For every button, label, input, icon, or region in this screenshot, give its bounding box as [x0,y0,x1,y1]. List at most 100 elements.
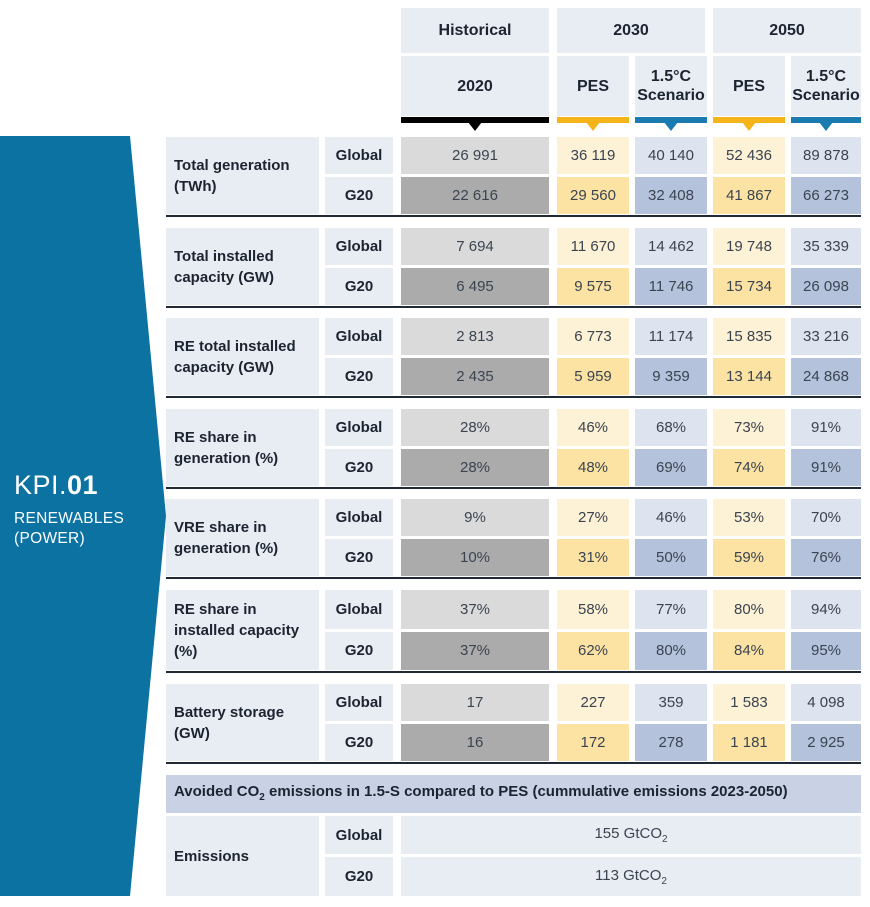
value-g20-historical-2020: 16 [401,724,549,761]
emissions-g20-number: 113 GtCO [595,866,662,884]
value-global-scenario-2030: 359 [635,684,707,721]
value-global-scenario-2050: 33 216 [791,318,861,355]
value-g20-scenario-2030: 9 359 [635,358,707,395]
value-g20-historical-2020: 2 435 [401,358,549,395]
value-g20-scenario-2030: 11 746 [635,268,707,305]
region-global: Global [325,318,393,355]
scenario-2030-bar [635,117,707,123]
region-global: Global [325,499,393,536]
header-scenario-2030: 1.5°C Scenario [635,56,707,116]
scenario-line2: Scenario [637,87,705,104]
value-global-pes-2050: 19 748 [713,228,785,265]
group-separator [166,215,861,217]
region-g20: G20 [325,358,393,395]
value-global-historical-2020: 17 [401,684,549,721]
value-global-scenario-2030: 46% [635,499,707,536]
value-g20-pes-2030: 62% [557,631,629,670]
value-g20-pes-2030: 48% [557,449,629,486]
avoided-emissions-title: Avoided CO2 emissions in 1.5-S compared … [166,775,861,813]
value-global-pes-2050: 73% [713,409,785,446]
header-pes-2050: PES [713,56,785,116]
group-separator [166,487,861,489]
value-global-historical-2020: 28% [401,409,549,446]
value-g20-historical-2020: 10% [401,539,549,576]
avoided-title-sub: 2 [259,791,265,803]
region-g20: G20 [325,724,393,761]
value-g20-historical-2020: 6 495 [401,268,549,305]
header-2050: 2050 [713,8,861,53]
value-global-pes-2050: 1 583 [713,684,785,721]
emissions-label: Emissions [166,816,319,896]
value-g20-pes-2030: 172 [557,724,629,761]
value-g20-scenario-2030: 32 408 [635,177,707,214]
emissions-g20-value: 113 GtCO2 [401,857,861,896]
value-global-scenario-2030: 14 462 [635,228,707,265]
pes-2050-bar-arrow [742,122,756,131]
value-g20-historical-2020: 28% [401,449,549,486]
region-g20: G20 [325,857,393,896]
value-global-pes-2030: 11 670 [557,228,629,265]
historical-bar [401,117,549,123]
kpi-label: RE share in installed capacity (%) [166,590,319,670]
kpi-label: RE total installed capacity (GW) [166,318,319,395]
region-global: Global [325,684,393,721]
value-global-scenario-2050: 89 878 [791,137,861,174]
value-global-scenario-2030: 11 174 [635,318,707,355]
value-global-scenario-2030: 40 140 [635,137,707,174]
value-global-pes-2050: 80% [713,590,785,629]
region-g20: G20 [325,268,393,305]
value-g20-pes-2030: 9 575 [557,268,629,305]
value-global-pes-2030: 36 119 [557,137,629,174]
value-global-pes-2030: 27% [557,499,629,536]
group-separator [166,306,861,308]
avoided-title-pre: Avoided CO [174,782,260,800]
region-global: Global [325,228,393,265]
kpi-label: Total generation (TWh) [166,137,319,214]
value-global-scenario-2050: 94% [791,590,861,629]
group-separator [166,762,861,764]
value-global-pes-2030: 58% [557,590,629,629]
value-g20-pes-2030: 5 959 [557,358,629,395]
value-g20-scenario-2050: 24 868 [791,358,861,395]
emissions-unit-sub: 2 [661,834,668,845]
value-global-scenario-2050: 4 098 [791,684,861,721]
value-global-pes-2030: 46% [557,409,629,446]
value-global-scenario-2050: 91% [791,409,861,446]
region-g20: G20 [325,631,393,670]
value-g20-pes-2050: 15 734 [713,268,785,305]
historical-bar-arrow [468,122,482,131]
value-global-historical-2020: 9% [401,499,549,536]
value-global-pes-2030: 6 773 [557,318,629,355]
kpi-banner [0,136,166,896]
region-g20: G20 [325,539,393,576]
group-separator [166,671,861,673]
region-g20: G20 [325,177,393,214]
value-g20-scenario-2030: 50% [635,539,707,576]
pes-2030-bar [557,117,629,123]
kpi-label: Battery storage (GW) [166,684,319,761]
value-global-pes-2030: 227 [557,684,629,721]
region-global: Global [325,137,393,174]
header-scenario-2050: 1.5°C Scenario [791,56,861,116]
value-g20-scenario-2050: 66 273 [791,177,861,214]
value-g20-scenario-2030: 278 [635,724,707,761]
region-global: Global [325,590,393,629]
pes-2050-bar [713,117,785,123]
value-g20-scenario-2050: 76% [791,539,861,576]
value-g20-scenario-2030: 69% [635,449,707,486]
value-global-pes-2050: 52 436 [713,137,785,174]
kpi-code-prefix: KPI. [14,470,68,500]
value-global-historical-2020: 2 813 [401,318,549,355]
value-global-scenario-2050: 70% [791,499,861,536]
value-global-scenario-2050: 35 339 [791,228,861,265]
scenario-2050-bar-arrow [819,122,833,131]
value-global-historical-2020: 26 991 [401,137,549,174]
scenario-line2: Scenario [792,87,860,104]
value-global-pes-2050: 15 835 [713,318,785,355]
value-g20-scenario-2050: 95% [791,631,861,670]
value-g20-pes-2050: 1 181 [713,724,785,761]
region-global: Global [325,816,393,854]
region-g20: G20 [325,449,393,486]
kpi-label: Total installed capacity (GW) [166,228,319,305]
emissions-unit-sub: 2 [661,875,667,887]
